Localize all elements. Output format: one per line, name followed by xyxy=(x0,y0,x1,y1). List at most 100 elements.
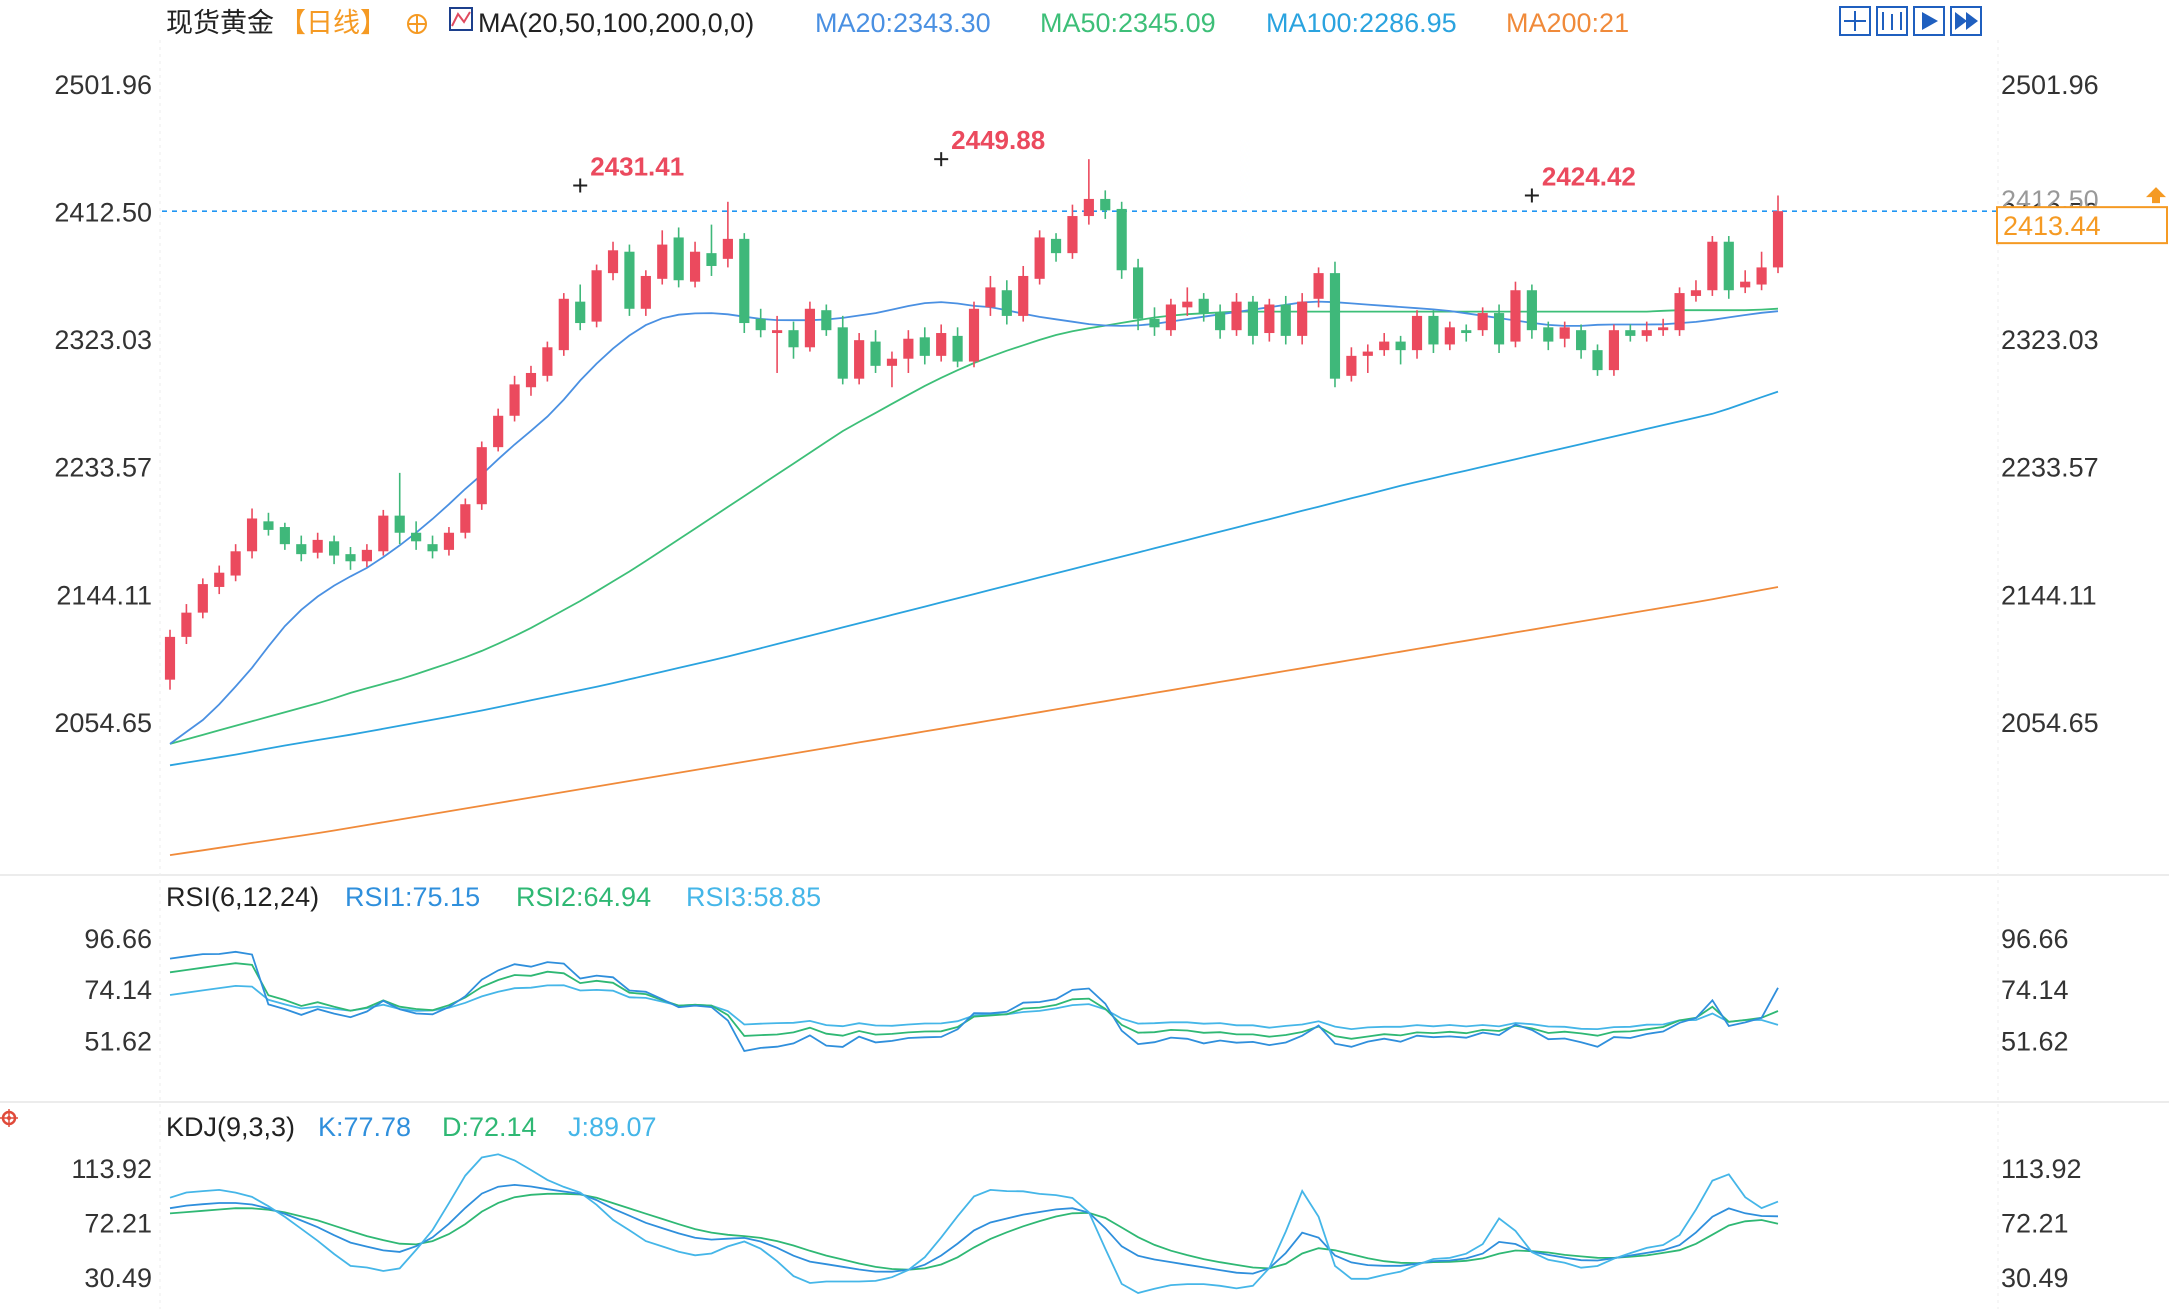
candle xyxy=(739,233,750,334)
candle xyxy=(312,532,323,559)
rsi-lines xyxy=(169,950,1779,1053)
ma-lines xyxy=(169,300,1779,856)
kdj-tick-left: 113.92 xyxy=(71,1154,152,1184)
candle xyxy=(985,275,996,316)
kdj-header: KDJ(9,3,3) K:77.78 D:72.14 J:89.07 xyxy=(166,1112,657,1142)
candle xyxy=(689,241,701,288)
candle xyxy=(1658,318,1669,336)
crosshair-icon[interactable] xyxy=(1839,6,1871,36)
high-value-label: 2449.88 xyxy=(951,125,1045,155)
high-annotations: 2431.41 2449.88 2424.42 xyxy=(573,125,1636,203)
candle xyxy=(1707,236,1718,296)
panel-separators xyxy=(0,40,2169,1309)
high-value-label: 2431.41 xyxy=(590,152,684,182)
settings-icon[interactable] xyxy=(407,14,427,34)
play-icon[interactable] xyxy=(1913,6,1945,36)
indicator-icon[interactable] xyxy=(449,7,473,31)
main-tick-left: 2233.57 xyxy=(54,453,152,483)
ma50-label: MA50:2345.09 xyxy=(1040,8,1216,38)
candle xyxy=(903,330,914,373)
main-tick-left: 2144.11 xyxy=(56,580,152,610)
candle xyxy=(788,321,799,359)
zoom-icon[interactable] xyxy=(1876,6,1908,36)
rsi-tick-left: 96.66 xyxy=(84,924,152,954)
gear-icon[interactable] xyxy=(0,1109,18,1127)
kdj-tick-right: 113.92 xyxy=(2001,1154,2082,1184)
candle xyxy=(460,498,471,539)
high-marker: 2431.41 xyxy=(573,152,684,193)
candle xyxy=(722,201,733,268)
candle xyxy=(1165,298,1176,336)
rsi-tick-right: 96.66 xyxy=(2001,924,2069,954)
candle xyxy=(591,264,602,328)
candle xyxy=(1329,261,1341,388)
candle xyxy=(263,512,274,536)
candle xyxy=(1772,195,1784,274)
candle xyxy=(1559,321,1570,348)
candle xyxy=(296,535,307,562)
price-up-arrow-icon xyxy=(2146,187,2166,204)
rsi1-line xyxy=(169,950,1779,1053)
main-tick-left: 2412.50 xyxy=(54,197,152,227)
rsi3-line xyxy=(169,984,1779,1031)
candle xyxy=(837,315,848,385)
candle xyxy=(509,375,520,422)
candle xyxy=(476,441,487,510)
candle xyxy=(1050,233,1062,262)
candle xyxy=(607,241,619,281)
period-label[interactable]: 【日线】 xyxy=(279,8,387,38)
kdj-k-label: K:77.78 xyxy=(318,1112,411,1142)
rsi-tick-left: 74.14 xyxy=(84,975,152,1005)
candle xyxy=(1477,307,1488,336)
high-value-label: 2424.42 xyxy=(1542,161,1636,191)
main-tick-right: 2054.65 xyxy=(2001,708,2099,738)
candle xyxy=(1428,310,1439,354)
candle xyxy=(657,230,668,285)
candle xyxy=(1576,324,1587,359)
candle xyxy=(525,365,537,396)
rsi3-label: RSI3:58.85 xyxy=(686,882,821,912)
candle xyxy=(443,527,455,556)
rsi2-line xyxy=(169,962,1779,1040)
candle xyxy=(1543,321,1554,351)
candle xyxy=(427,535,438,559)
candle xyxy=(164,629,176,690)
candle xyxy=(1100,190,1111,219)
current-price-box xyxy=(1996,206,2168,245)
toolbar xyxy=(1839,6,1982,36)
ma200-line xyxy=(169,586,1779,856)
candle xyxy=(1690,280,1702,302)
candle xyxy=(772,315,783,373)
current-price-label: 2413.44 xyxy=(2003,211,2101,241)
ma20-line xyxy=(169,300,1779,745)
kdj-y-axis: 113.92 113.92 72.21 72.21 30.49 30.49 xyxy=(71,1154,2081,1293)
kdj-tick-left: 72.21 xyxy=(84,1209,152,1239)
rsi2-label: RSI2:64.94 xyxy=(516,882,651,912)
candle xyxy=(1526,284,1537,339)
candle xyxy=(1608,324,1620,376)
kdj-d-line xyxy=(169,1192,1779,1271)
ma100-label: MA100:2286.95 xyxy=(1266,8,1457,38)
candle xyxy=(919,327,930,365)
candle xyxy=(1592,344,1603,376)
candle xyxy=(1461,324,1472,342)
candle xyxy=(1723,236,1734,299)
candle xyxy=(1001,280,1012,325)
current-price-marker: 2412.50 2413.44 xyxy=(162,185,2168,245)
high-marker: 2449.88 xyxy=(934,125,1045,167)
candle xyxy=(214,565,225,595)
candle xyxy=(886,351,898,388)
ma20-label: MA20:2343.30 xyxy=(815,8,991,38)
candle xyxy=(197,578,208,619)
candle xyxy=(1264,298,1275,342)
candle xyxy=(246,508,258,559)
candle xyxy=(394,472,405,545)
candle xyxy=(1641,321,1652,342)
ma200-label: MA200:21 xyxy=(1506,8,1629,38)
forward-icon[interactable] xyxy=(1950,6,1982,36)
candle xyxy=(821,304,832,336)
indicator-label[interactable]: MA(20,50,100,200,0,0) xyxy=(478,8,754,38)
kdj-k-line xyxy=(169,1183,1779,1275)
main-tick-left: 2054.65 xyxy=(54,708,152,738)
